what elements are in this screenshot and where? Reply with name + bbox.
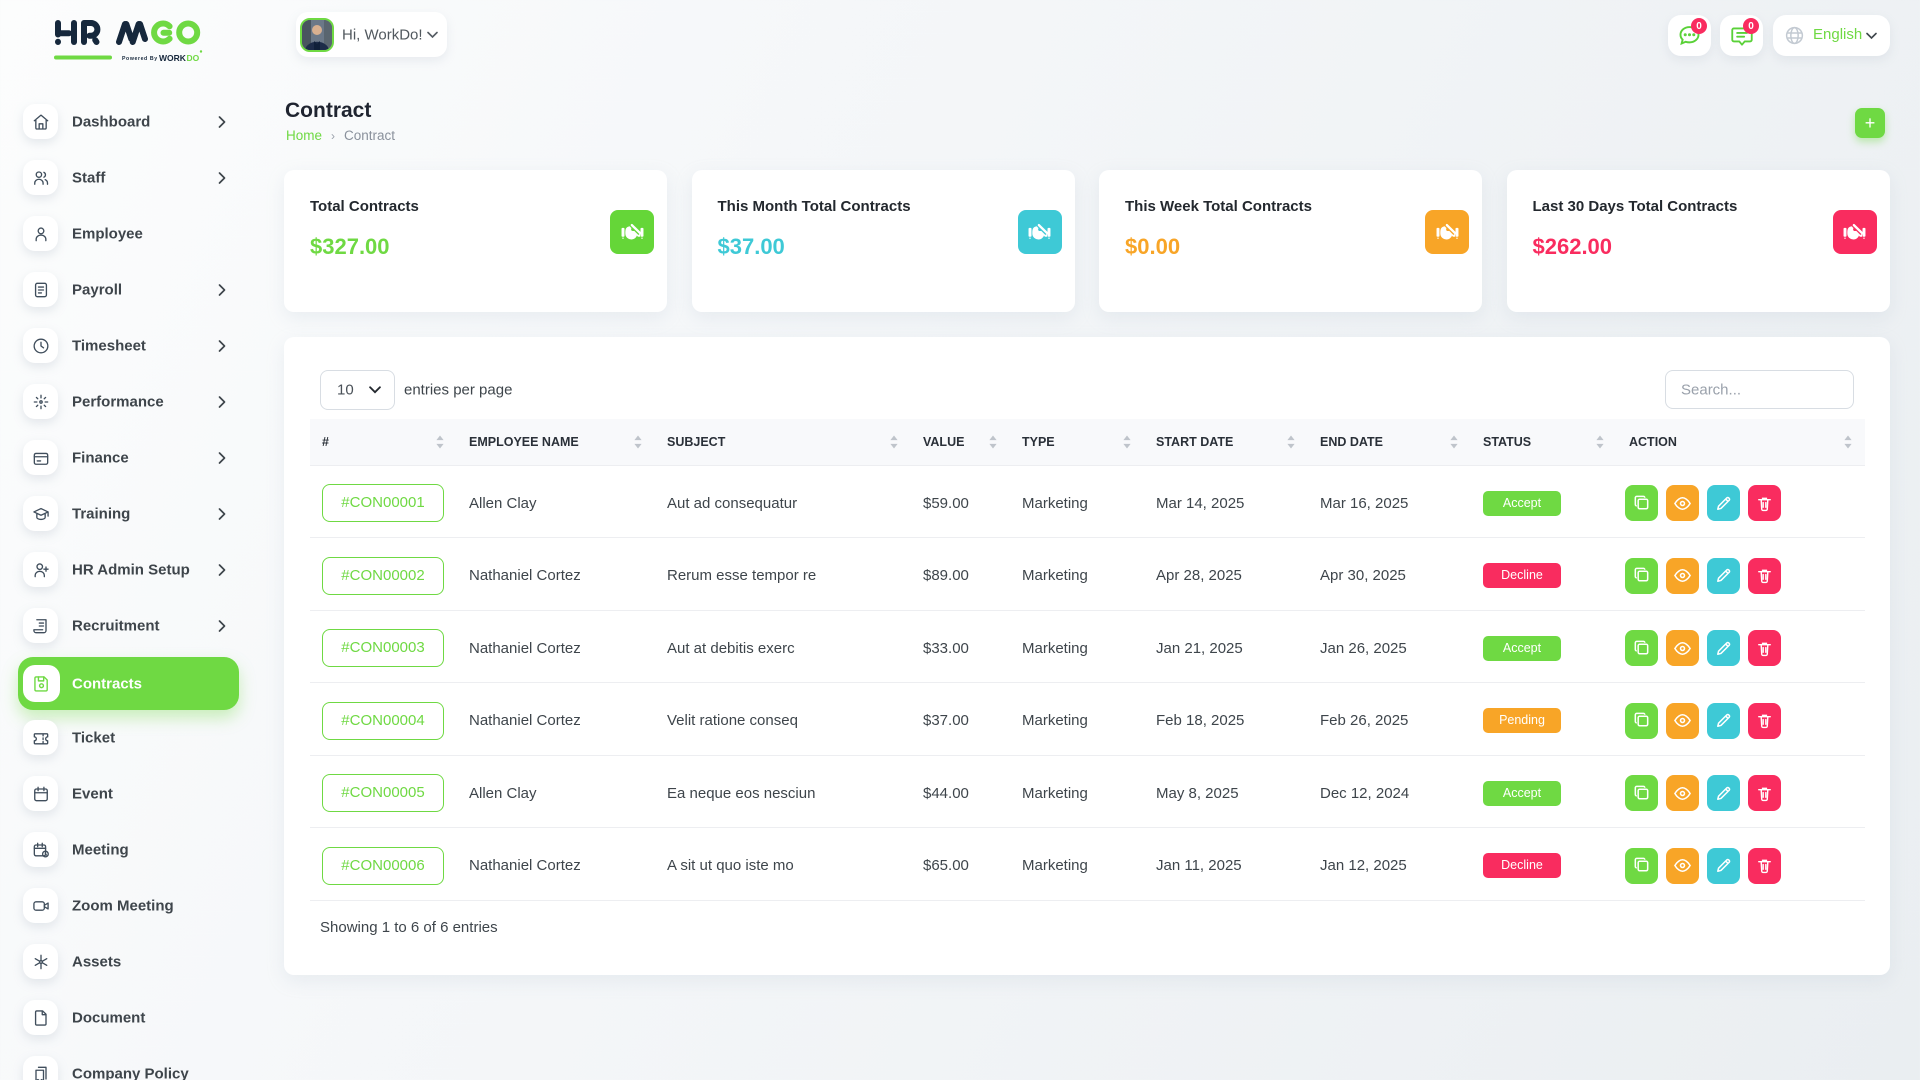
svg-text:Powered By: Powered By xyxy=(122,56,158,62)
svg-text:DO: DO xyxy=(187,53,200,63)
svg-text:WORK: WORK xyxy=(159,53,187,63)
